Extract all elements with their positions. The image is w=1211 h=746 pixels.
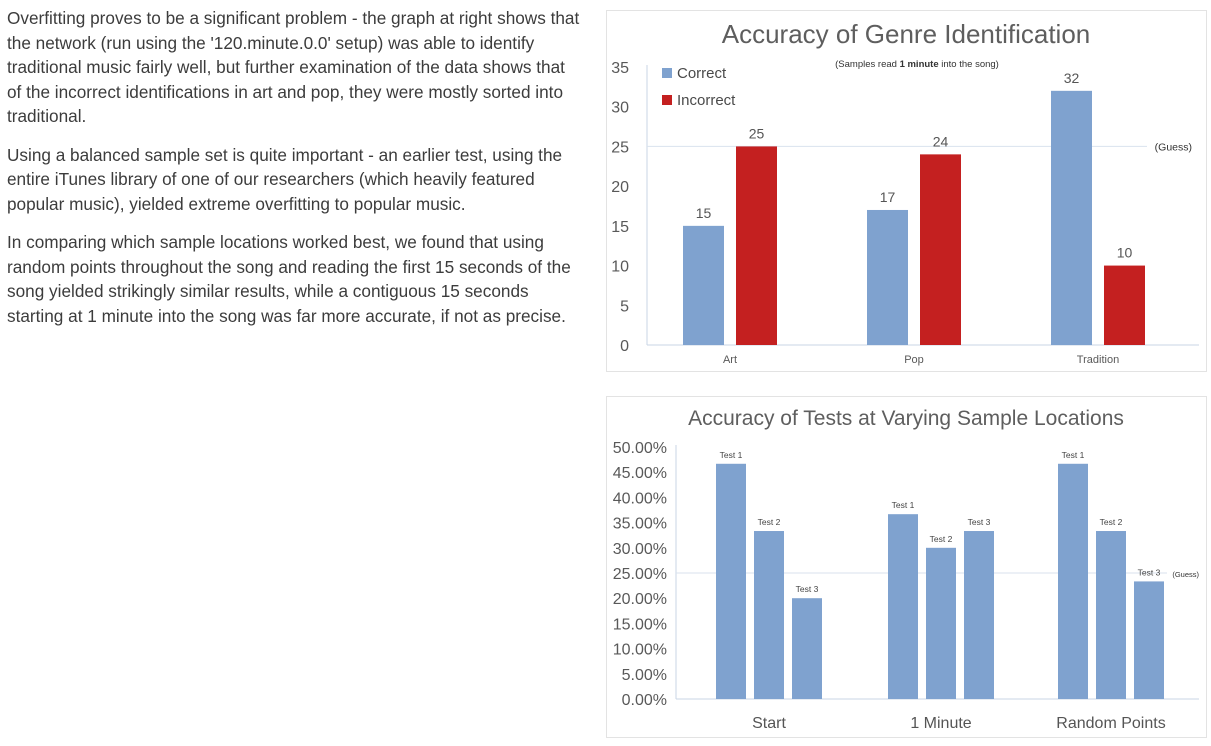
bar-label: Test 2 [758, 517, 781, 527]
paragraph: Using a balanced sample set is quite imp… [7, 144, 563, 214]
data-label: 17 [880, 189, 896, 205]
genre-accuracy-chart-svg: Accuracy of Genre Identification (Sample… [611, 19, 1199, 366]
y-tick-label: 5.00% [622, 667, 667, 684]
y-tick-label: 40.00% [613, 490, 667, 507]
bar-correct [867, 209, 908, 345]
text-column: Overfitting proves to be a significant p… [7, 6, 582, 342]
genre-accuracy-chart: Accuracy of Genre Identification (Sample… [606, 10, 1207, 372]
bar-test-2 [926, 547, 956, 699]
bar-label: Test 1 [892, 500, 915, 510]
data-label: 25 [749, 125, 765, 141]
y-tick-label: 10.00% [613, 642, 667, 659]
legend: Correct Incorrect [662, 65, 736, 109]
y-tick-label: 5 [620, 298, 629, 315]
guess-reference-label: (Guess) [1172, 570, 1199, 579]
data-label: 10 [1117, 245, 1133, 261]
x-tick-label: Pop [904, 354, 924, 366]
bar-incorrect [1104, 265, 1145, 345]
x-tick-label: Tradition [1077, 354, 1119, 366]
bar-label: Test 3 [1138, 567, 1161, 577]
bar-test-2 [1096, 531, 1126, 699]
bar-correct [683, 225, 724, 345]
y-tick-label: 35.00% [613, 516, 667, 533]
bar-label: Test 3 [796, 584, 819, 594]
chart-title: Accuracy of Genre Identification [722, 19, 1091, 49]
x-tick-label: 1 Minute [910, 715, 971, 732]
bar-test-3 [964, 531, 994, 699]
y-tick-label: 35 [611, 60, 629, 77]
chart-subtitle: (Samples read 1 minute into the song) [835, 59, 999, 70]
legend-swatch-incorrect [662, 95, 672, 105]
y-tick-label: 50.00% [613, 440, 667, 457]
x-tick-label: Art [723, 354, 737, 366]
guess-reference-label: (Guess) [1155, 141, 1192, 153]
legend-swatch-correct [662, 68, 672, 78]
y-tick-label: 10 [611, 259, 629, 276]
y-tick-label: 15 [611, 219, 629, 236]
bar-correct [1051, 90, 1092, 345]
y-tick-label: 20.00% [613, 591, 667, 608]
bar-test-1 [888, 514, 918, 699]
bar-incorrect [736, 146, 777, 345]
bar-test-3 [792, 598, 822, 699]
bar-test-1 [1058, 463, 1088, 699]
data-label: 15 [696, 205, 712, 221]
data-label: 32 [1064, 70, 1080, 86]
y-tick-label: 25.00% [613, 566, 667, 583]
y-tick-label: 30.00% [613, 541, 667, 558]
bar-label: Test 3 [968, 517, 991, 527]
legend-label-correct: Correct [677, 65, 727, 82]
x-tick-label: Random Points [1056, 715, 1165, 732]
y-tick-label: 25 [611, 139, 629, 156]
bar-test-2 [754, 531, 784, 699]
bar-test-3 [1134, 581, 1164, 699]
bar-label: Test 1 [1062, 450, 1085, 460]
sample-location-chart-svg: Accuracy of Tests at Varying Sample Loca… [613, 407, 1200, 732]
y-tick-label: 0.00% [622, 692, 667, 709]
bar-label: Test 2 [930, 534, 953, 544]
data-label: 24 [933, 133, 949, 149]
paragraph: Overfitting proves to be a significant p… [7, 8, 580, 126]
legend-label-incorrect: Incorrect [677, 92, 736, 109]
bar-incorrect [920, 154, 961, 345]
y-tick-label: 0 [620, 338, 629, 355]
y-tick-label: 45.00% [613, 465, 667, 482]
bar-label: Test 1 [720, 450, 743, 460]
chart-title: Accuracy of Tests at Varying Sample Loca… [688, 407, 1124, 430]
bar-test-1 [716, 463, 746, 699]
x-tick-label: Start [752, 715, 786, 732]
bar-label: Test 2 [1100, 517, 1123, 527]
y-tick-label: 30 [611, 100, 629, 117]
y-tick-label: 20 [611, 179, 629, 196]
paragraph: In comparing which sample locations work… [7, 232, 571, 326]
sample-location-chart: Accuracy of Tests at Varying Sample Loca… [606, 396, 1207, 738]
y-tick-label: 15.00% [613, 616, 667, 633]
